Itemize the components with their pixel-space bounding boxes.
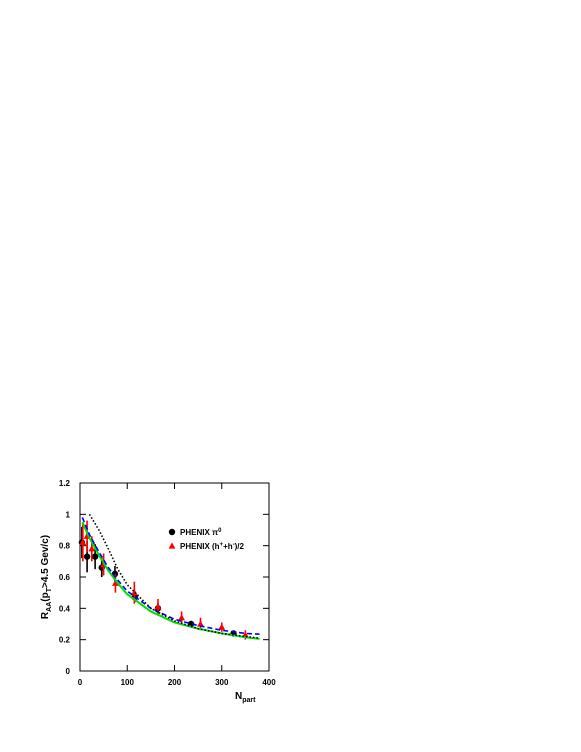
y-label-part: >4.5 Gev/c) bbox=[40, 535, 51, 588]
y-axis-label: RAA(pT>4.5 Gev/c) bbox=[40, 535, 53, 619]
legend-sup: - bbox=[233, 542, 235, 548]
y-tick-label: 0.2 bbox=[59, 636, 71, 645]
legend-part: +h bbox=[223, 542, 233, 551]
x-tick-label: 0 bbox=[78, 678, 83, 687]
x-tick-label: 200 bbox=[168, 678, 182, 687]
x-label-sub: part bbox=[242, 697, 256, 704]
data-point bbox=[154, 603, 162, 610]
legend-marker bbox=[168, 528, 176, 536]
y-label-sub: T bbox=[46, 587, 53, 592]
x-label-part: N bbox=[235, 691, 242, 702]
legend-sup: 0 bbox=[218, 528, 222, 534]
y-tick-label: 0 bbox=[66, 667, 71, 676]
data-point bbox=[218, 623, 226, 630]
legend-part: PHENIX (h bbox=[180, 542, 220, 551]
data-point bbox=[112, 579, 119, 586]
plot-frame bbox=[79, 482, 270, 672]
y-tick-label: 0.4 bbox=[59, 604, 71, 613]
legend-sup: + bbox=[220, 542, 224, 548]
y-tick-label: 0.8 bbox=[59, 542, 71, 551]
data-point bbox=[178, 614, 185, 621]
legend-part: PHENIX π bbox=[180, 528, 218, 537]
data-point bbox=[88, 545, 96, 552]
x-tick-label: 400 bbox=[262, 678, 276, 687]
x-tick-label: 100 bbox=[121, 678, 135, 687]
legend-marker bbox=[168, 542, 176, 549]
y-label-part: (p bbox=[40, 592, 51, 601]
model-curve bbox=[81, 521, 260, 640]
y-label-sub: AA bbox=[46, 602, 53, 612]
x-tick-label: 300 bbox=[215, 678, 229, 687]
data-point bbox=[83, 553, 91, 560]
legend-label: PHENIX (h++h-)/2 bbox=[180, 542, 245, 551]
x-axis-label: Npart bbox=[235, 691, 256, 704]
y-label-part: R bbox=[40, 611, 51, 619]
legend-label: PHENIX π0 bbox=[180, 528, 222, 537]
y-tick-label: 1.2 bbox=[59, 479, 71, 488]
data-point bbox=[197, 620, 204, 627]
y-tick-label: 1 bbox=[66, 510, 71, 519]
data-point bbox=[79, 538, 87, 546]
y-tick-label: 0.6 bbox=[59, 573, 71, 582]
data-point bbox=[91, 553, 99, 560]
model-curve bbox=[88, 513, 260, 639]
data-point bbox=[130, 589, 138, 596]
model-curve bbox=[81, 517, 260, 635]
legend-part: )/2 bbox=[235, 542, 245, 551]
